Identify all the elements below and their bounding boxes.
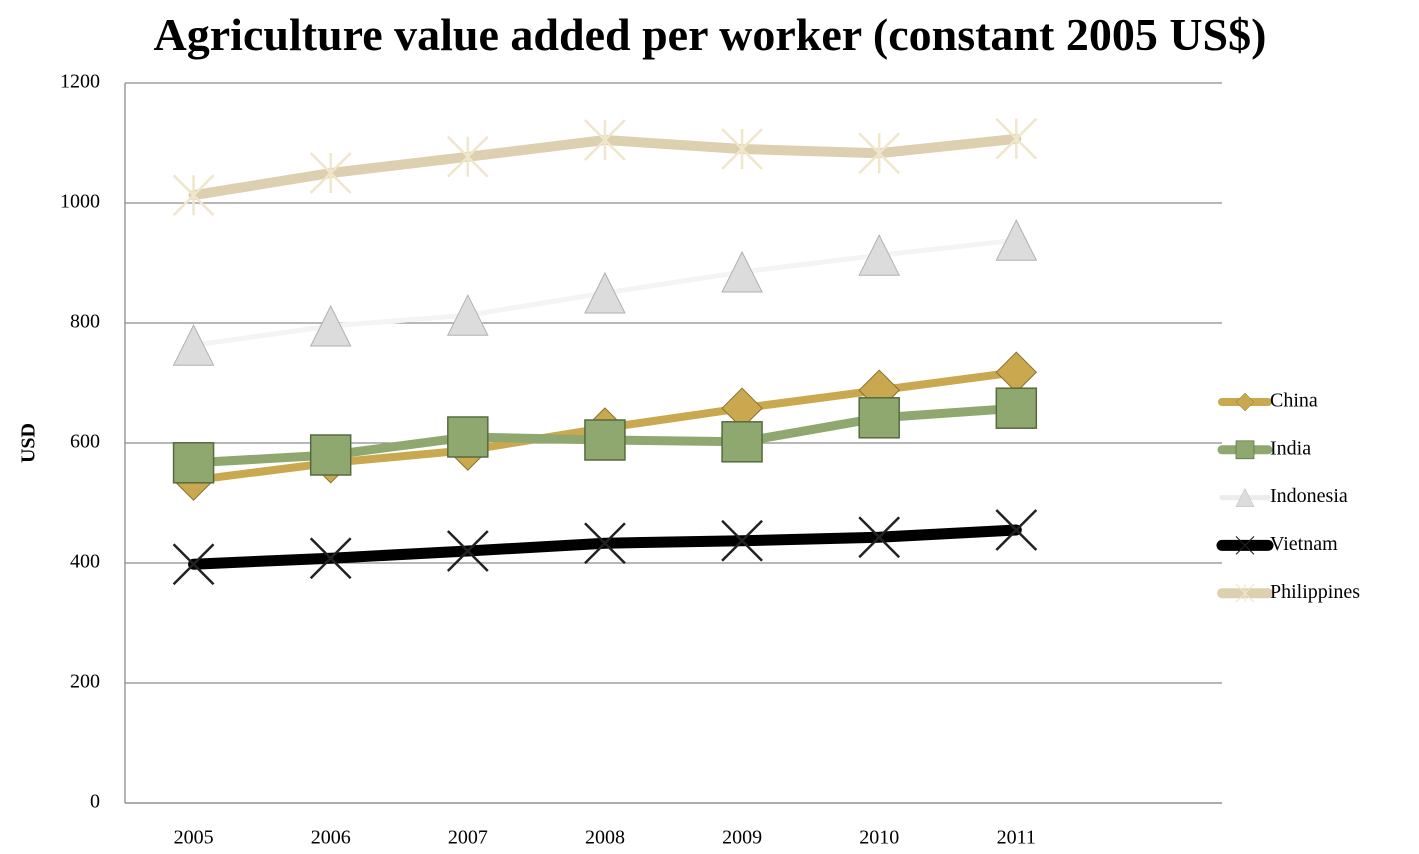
marker — [447, 416, 489, 458]
marker — [172, 174, 215, 217]
y-axis-label: USD — [18, 423, 40, 463]
triangle-marker — [1235, 488, 1255, 507]
star-marker — [858, 132, 901, 175]
series-line — [188, 524, 1022, 570]
legend-label: Philippines — [1270, 581, 1360, 603]
triangle-marker — [995, 219, 1038, 261]
marker — [995, 351, 1038, 393]
square-marker — [858, 397, 900, 439]
chart-title: Agriculture value added per worker (cons… — [153, 9, 1267, 60]
x-tick-label: 2006 — [311, 827, 351, 849]
triangle-marker — [309, 304, 352, 347]
legend-marker — [1235, 488, 1255, 507]
y-tick-label: 200 — [70, 671, 100, 693]
triangle-marker — [858, 234, 900, 276]
y-tick-label: 1000 — [60, 191, 100, 213]
square-marker — [1235, 440, 1255, 460]
marker — [309, 152, 352, 194]
marker — [858, 234, 900, 276]
square-marker — [447, 416, 489, 458]
y-tick-label: 0 — [90, 791, 100, 813]
marker — [721, 421, 763, 463]
marker — [309, 434, 352, 476]
x-marker — [446, 530, 489, 572]
y-tick-label: 600 — [70, 431, 100, 453]
y-tick-label: 1200 — [60, 71, 100, 93]
marker — [172, 324, 215, 366]
marker — [584, 522, 626, 565]
marker — [309, 304, 352, 347]
square-marker — [721, 421, 763, 463]
star-marker — [995, 117, 1038, 160]
square-marker — [995, 387, 1038, 429]
star-marker — [172, 174, 215, 217]
marker — [721, 519, 763, 562]
legend-marker — [1235, 536, 1255, 555]
marker — [446, 135, 489, 178]
legend-label: China — [1270, 390, 1318, 412]
marker — [995, 509, 1038, 551]
x-marker — [584, 522, 626, 565]
marker — [309, 537, 352, 580]
legend-marker — [1235, 583, 1255, 603]
legend-label: India — [1270, 437, 1311, 459]
star-marker — [446, 135, 489, 178]
square-marker — [584, 419, 626, 461]
diamond-marker — [1235, 392, 1255, 412]
marker — [172, 543, 215, 586]
x-marker — [858, 516, 901, 559]
legend-marker — [1235, 440, 1255, 460]
legend-label: Indonesia — [1270, 485, 1348, 507]
marker — [584, 271, 626, 314]
marker — [858, 516, 901, 559]
x-marker — [721, 519, 763, 562]
triangle-marker — [584, 271, 626, 314]
star-marker — [309, 152, 352, 194]
triangle-marker — [172, 324, 215, 366]
x-marker — [995, 509, 1038, 551]
marker — [995, 387, 1038, 429]
y-tick-label: 400 — [70, 551, 100, 573]
x-marker — [1235, 536, 1255, 555]
triangle-marker — [447, 294, 489, 336]
legend-marker — [1235, 392, 1255, 412]
x-tick-label: 2007 — [448, 827, 488, 849]
x-tick-label: 2009 — [722, 827, 762, 849]
marker — [858, 397, 900, 439]
square-marker — [309, 434, 352, 476]
marker — [858, 132, 901, 175]
x-marker — [309, 537, 352, 580]
marker — [995, 117, 1038, 160]
y-tick-label: 800 — [70, 311, 100, 333]
marker — [584, 119, 626, 161]
x-tick-label: 2010 — [859, 827, 899, 849]
x-tick-label: 2011 — [997, 827, 1036, 849]
marker — [721, 250, 763, 293]
marker — [584, 419, 626, 461]
star-marker — [721, 128, 763, 170]
marker — [446, 530, 489, 572]
x-marker — [172, 543, 215, 586]
marker — [447, 294, 489, 336]
square-marker — [172, 442, 215, 484]
star-marker — [584, 119, 626, 161]
marker — [172, 442, 215, 484]
triangle-marker — [721, 250, 763, 293]
star-marker — [1235, 583, 1255, 603]
marker — [995, 219, 1038, 261]
marker — [721, 128, 763, 170]
diamond-marker — [995, 351, 1038, 393]
legend-label: Vietnam — [1270, 533, 1338, 555]
x-tick-label: 2008 — [585, 827, 625, 849]
x-tick-label: 2005 — [174, 827, 214, 849]
